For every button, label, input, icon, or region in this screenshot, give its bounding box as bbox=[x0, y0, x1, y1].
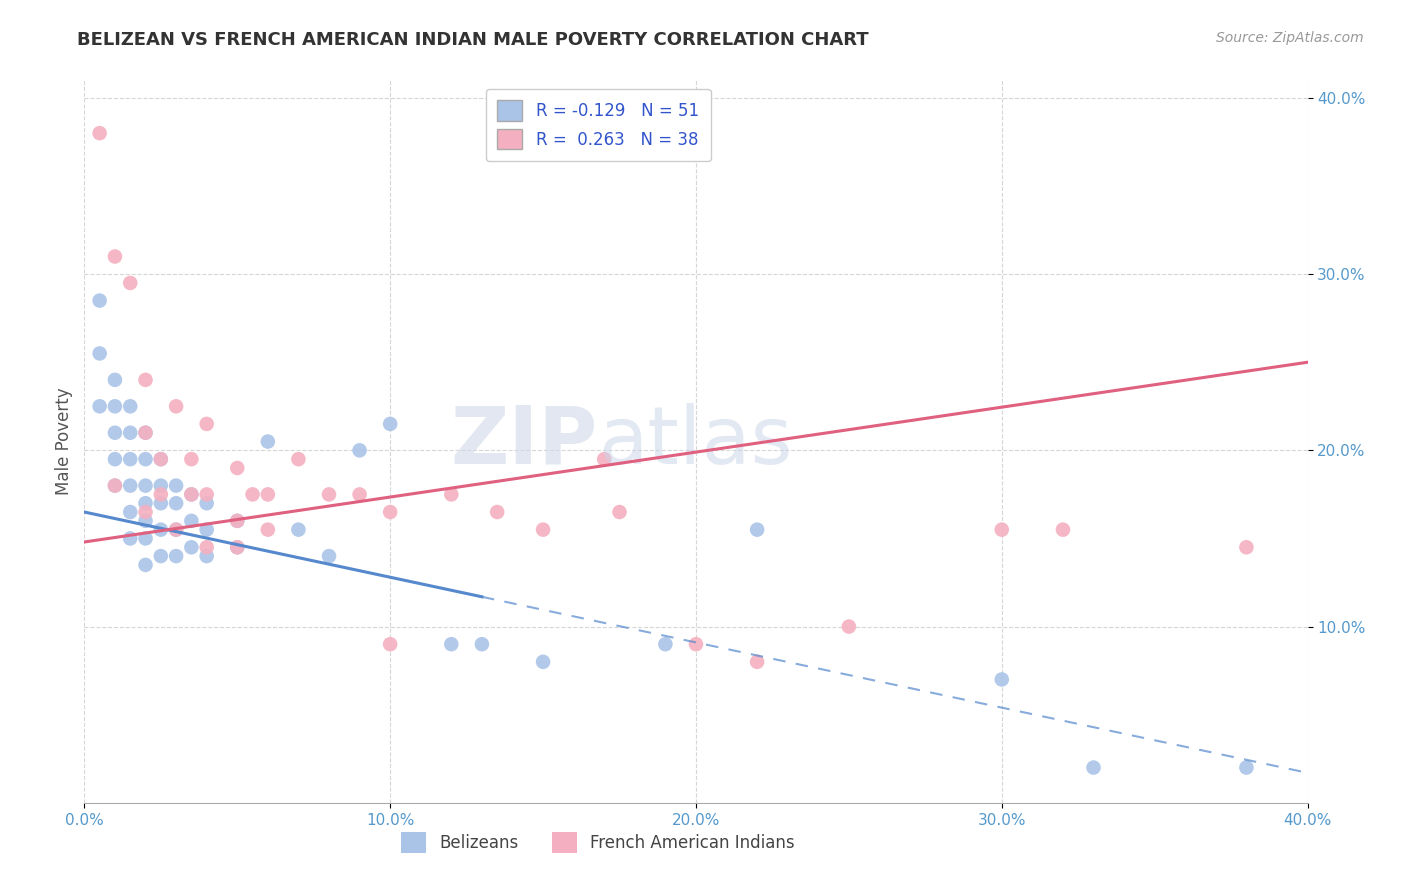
Point bbox=[135, 452, 157, 467]
Point bbox=[120, 452, 142, 467]
Point bbox=[149, 452, 172, 467]
Point bbox=[195, 549, 218, 563]
Point bbox=[89, 346, 111, 360]
Point bbox=[440, 637, 463, 651]
Point bbox=[195, 496, 218, 510]
Point bbox=[257, 523, 280, 537]
Point bbox=[195, 417, 218, 431]
Point bbox=[747, 523, 769, 537]
Point bbox=[165, 523, 187, 537]
Point bbox=[149, 496, 172, 510]
Point bbox=[685, 637, 707, 651]
Point bbox=[165, 549, 187, 563]
Point bbox=[195, 487, 218, 501]
Point bbox=[89, 293, 111, 308]
Point bbox=[104, 478, 127, 492]
Point bbox=[1083, 760, 1105, 774]
Point bbox=[120, 399, 142, 413]
Legend: Belizeans, French American Indians: Belizeans, French American Indians bbox=[395, 826, 801, 860]
Point bbox=[593, 452, 616, 467]
Point bbox=[991, 673, 1014, 687]
Point bbox=[180, 487, 202, 501]
Point bbox=[318, 487, 340, 501]
Point bbox=[1052, 523, 1074, 537]
Point bbox=[89, 399, 111, 413]
Point bbox=[149, 478, 172, 492]
Point bbox=[135, 514, 157, 528]
Point bbox=[531, 523, 554, 537]
Point bbox=[165, 496, 187, 510]
Point bbox=[180, 541, 202, 555]
Point bbox=[104, 250, 127, 264]
Point bbox=[135, 373, 157, 387]
Point bbox=[120, 478, 142, 492]
Point bbox=[165, 478, 187, 492]
Text: Source: ZipAtlas.com: Source: ZipAtlas.com bbox=[1216, 31, 1364, 45]
Point bbox=[747, 655, 769, 669]
Point bbox=[226, 514, 249, 528]
Text: BELIZEAN VS FRENCH AMERICAN INDIAN MALE POVERTY CORRELATION CHART: BELIZEAN VS FRENCH AMERICAN INDIAN MALE … bbox=[77, 31, 869, 49]
Point bbox=[226, 461, 249, 475]
Point bbox=[120, 532, 142, 546]
Point bbox=[135, 478, 157, 492]
Point bbox=[226, 514, 249, 528]
Point bbox=[104, 399, 127, 413]
Point bbox=[195, 541, 218, 555]
Point bbox=[89, 126, 111, 140]
Point bbox=[257, 487, 280, 501]
Point bbox=[149, 487, 172, 501]
Point bbox=[104, 373, 127, 387]
Point bbox=[531, 655, 554, 669]
Point bbox=[149, 549, 172, 563]
Point bbox=[609, 505, 631, 519]
Point bbox=[135, 505, 157, 519]
Text: atlas: atlas bbox=[598, 402, 793, 481]
Point bbox=[104, 425, 127, 440]
Point bbox=[180, 487, 202, 501]
Point bbox=[287, 452, 309, 467]
Point bbox=[380, 417, 402, 431]
Point bbox=[135, 532, 157, 546]
Point bbox=[149, 452, 172, 467]
Point bbox=[654, 637, 676, 651]
Point bbox=[318, 549, 340, 563]
Point bbox=[486, 505, 509, 519]
Point bbox=[1236, 760, 1258, 774]
Point bbox=[135, 425, 157, 440]
Point bbox=[349, 443, 371, 458]
Point bbox=[120, 276, 142, 290]
Point bbox=[165, 523, 187, 537]
Point bbox=[120, 425, 142, 440]
Point bbox=[135, 425, 157, 440]
Point bbox=[180, 514, 202, 528]
Point bbox=[104, 452, 127, 467]
Point bbox=[226, 541, 249, 555]
Point bbox=[380, 505, 402, 519]
Point bbox=[257, 434, 280, 449]
Point bbox=[195, 523, 218, 537]
Point bbox=[838, 619, 860, 633]
Point bbox=[226, 541, 249, 555]
Point bbox=[180, 452, 202, 467]
Point bbox=[991, 523, 1014, 537]
Point bbox=[242, 487, 264, 501]
Point bbox=[104, 478, 127, 492]
Point bbox=[135, 496, 157, 510]
Point bbox=[120, 505, 142, 519]
Point bbox=[287, 523, 309, 537]
Y-axis label: Male Poverty: Male Poverty bbox=[55, 388, 73, 495]
Point bbox=[165, 399, 187, 413]
Point bbox=[135, 558, 157, 572]
Point bbox=[380, 637, 402, 651]
Point bbox=[149, 523, 172, 537]
Point bbox=[349, 487, 371, 501]
Point bbox=[440, 487, 463, 501]
Point bbox=[471, 637, 494, 651]
Text: ZIP: ZIP bbox=[451, 402, 598, 481]
Point bbox=[1236, 541, 1258, 555]
